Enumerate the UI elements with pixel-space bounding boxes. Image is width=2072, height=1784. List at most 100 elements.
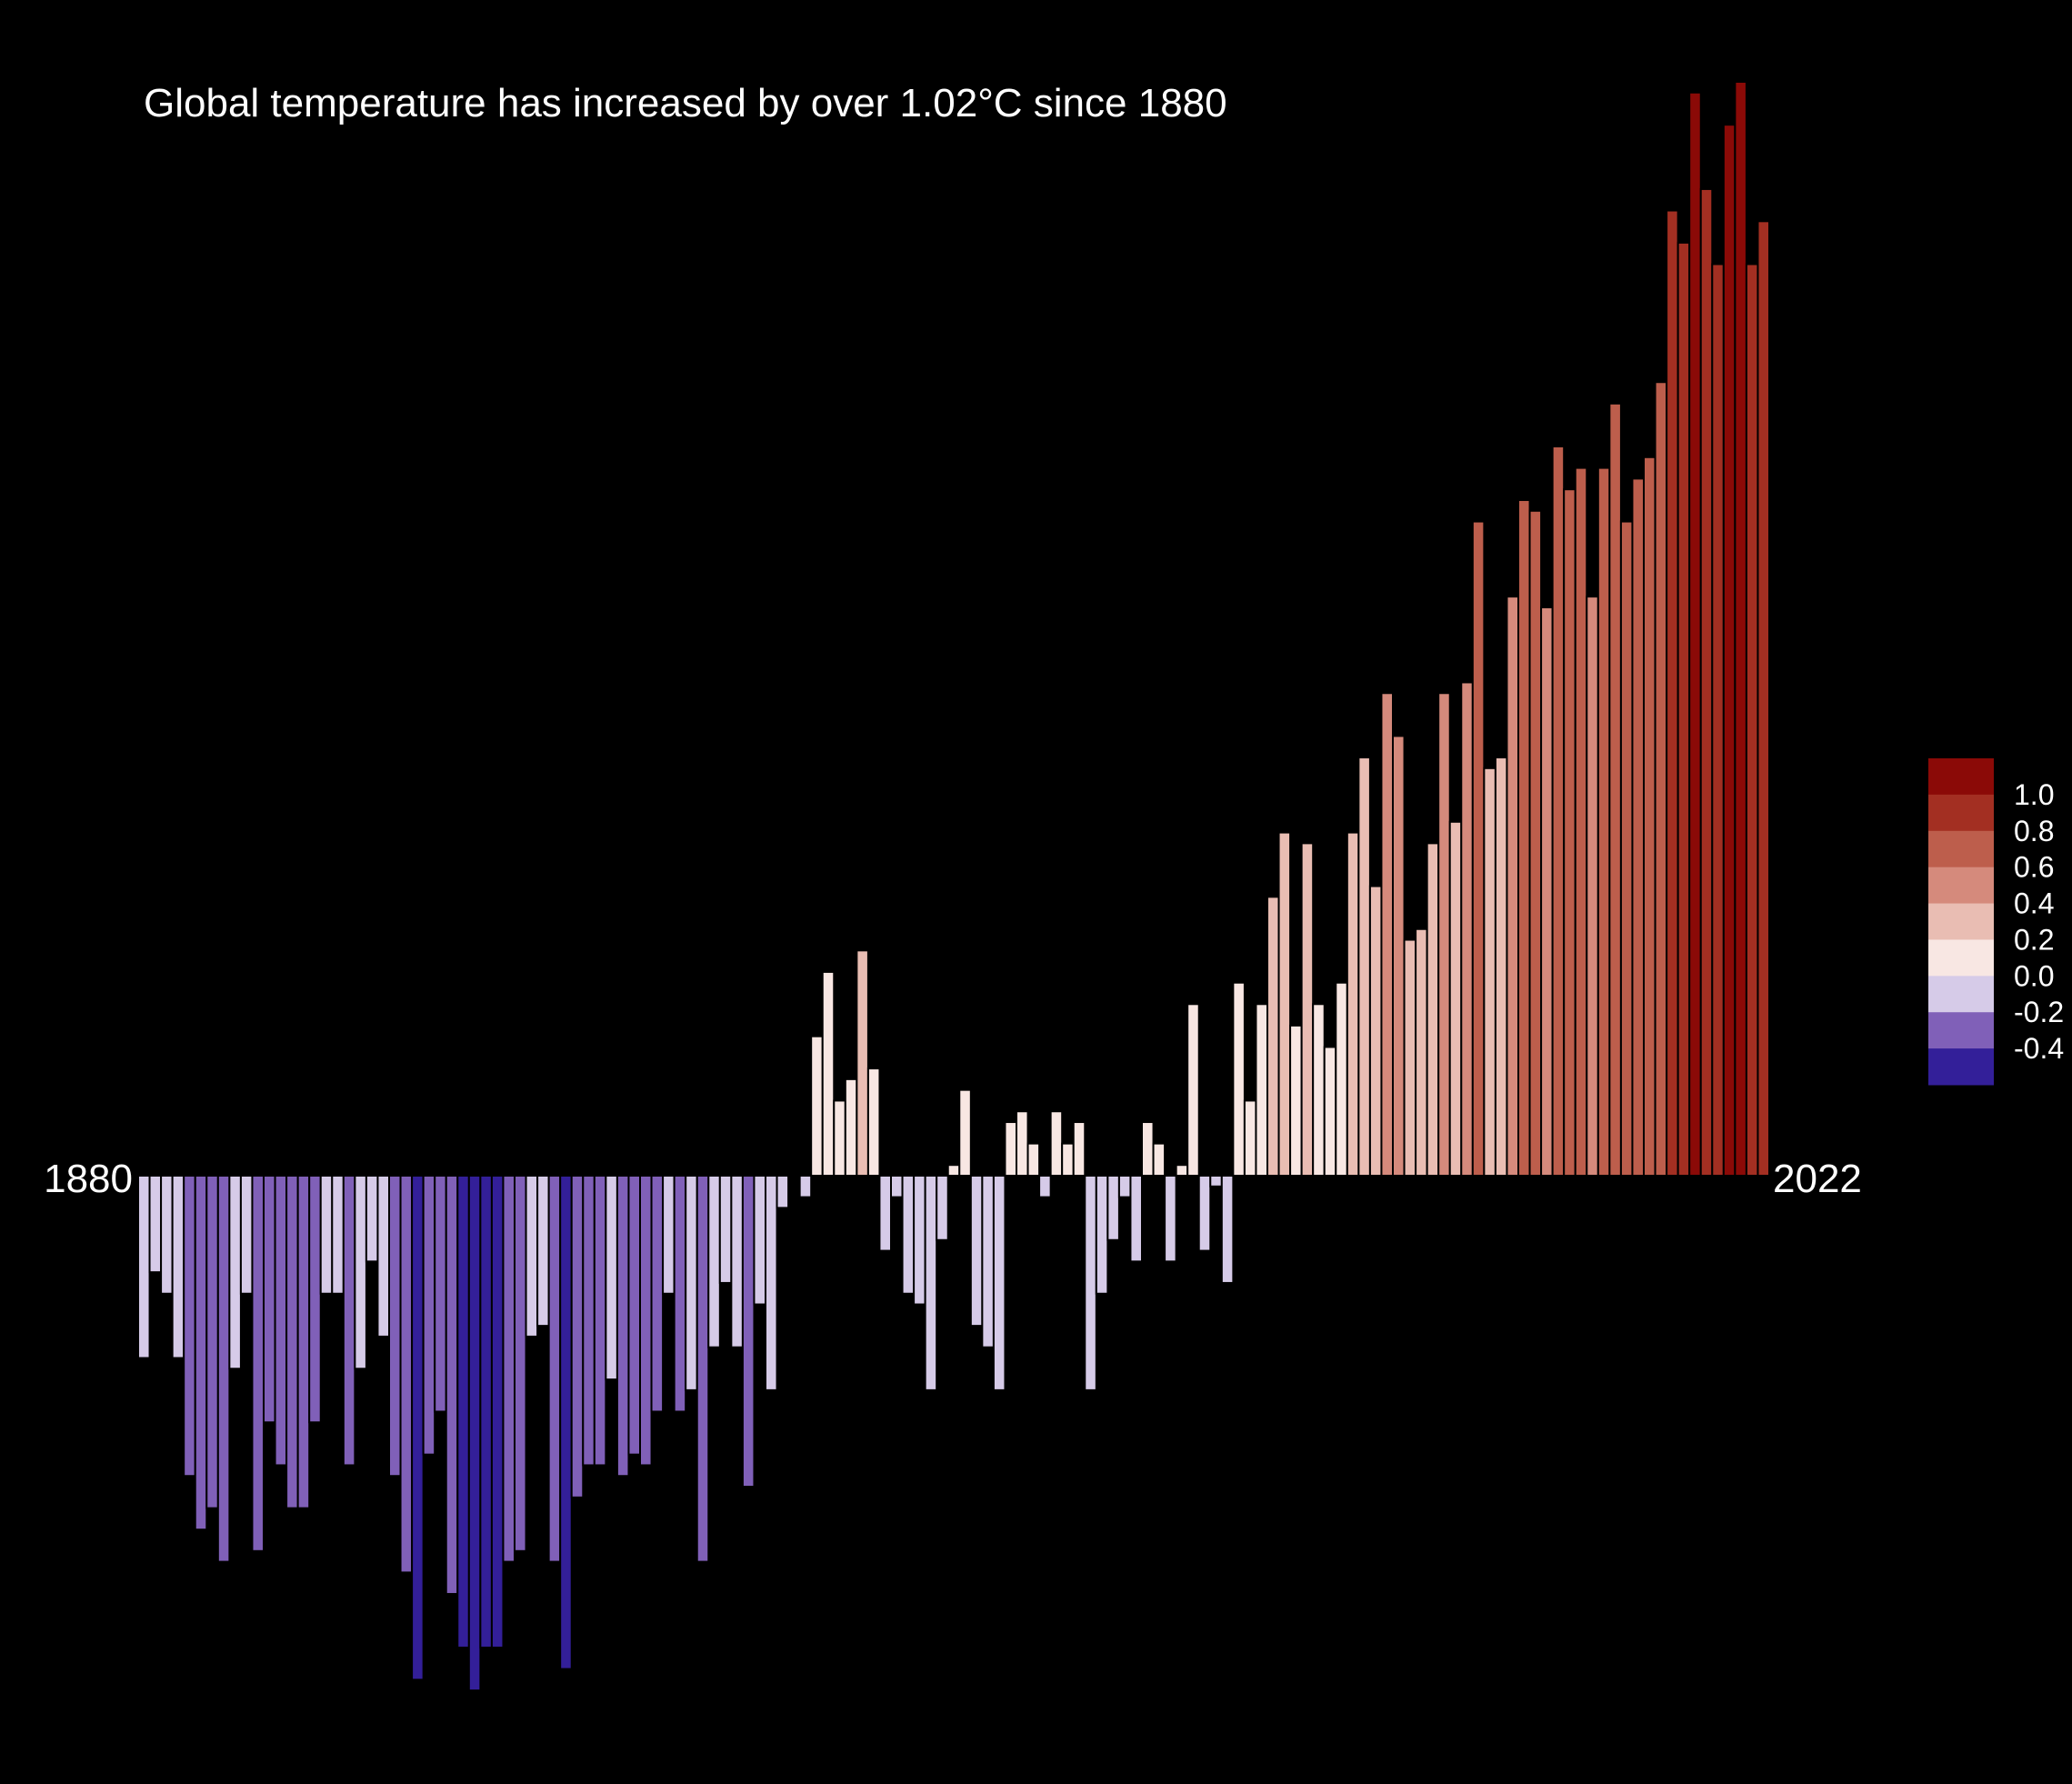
- bar-2014: [1666, 209, 1679, 1177]
- bar-1913: [514, 1175, 527, 1552]
- x-end-label: 2022: [1773, 1157, 1862, 1201]
- bar-1962: [1072, 1121, 1086, 1178]
- bar-1902: [388, 1175, 402, 1478]
- bar-1900: [365, 1175, 379, 1263]
- bar-2019: [1722, 124, 1737, 1177]
- bar-1888: [228, 1175, 242, 1370]
- bar-2022: [1757, 220, 1770, 1178]
- bar-2015: [1677, 241, 1691, 1177]
- bar-2012: [1643, 456, 1657, 1178]
- bar-2007: [1586, 596, 1599, 1177]
- bar-1959: [1038, 1175, 1052, 1198]
- bar-1960: [1049, 1110, 1064, 1177]
- bar-1961: [1061, 1142, 1075, 1177]
- bar-1897: [331, 1175, 345, 1295]
- colorbar-swatch: [1928, 867, 1994, 905]
- bar-1908: [456, 1175, 470, 1649]
- bar-1922: [616, 1175, 630, 1478]
- bar-1938: [798, 1175, 813, 1198]
- bar-1987: [1357, 757, 1371, 1178]
- bar-1926: [662, 1175, 676, 1295]
- bar-1916: [547, 1175, 562, 1563]
- colorbar-legend: 1.0 0.8 0.60.40.20.0 -0.2 -0.4: [1928, 758, 2064, 1086]
- bar-1994: [1437, 692, 1451, 1177]
- bar-1943: [856, 949, 869, 1177]
- bar-2002: [1528, 509, 1543, 1177]
- bar-1935: [765, 1175, 778, 1391]
- bar-1918: [570, 1175, 585, 1498]
- bar-1933: [741, 1175, 756, 1488]
- bar-1901: [376, 1175, 391, 1338]
- bar-1923: [627, 1175, 642, 1456]
- bar-1953: [969, 1175, 984, 1328]
- colorbar-swatch: [1928, 976, 1994, 1013]
- bar-1904: [411, 1175, 425, 1681]
- bar-1996: [1460, 681, 1474, 1177]
- bar-1931: [718, 1175, 733, 1284]
- bar-2010: [1619, 520, 1634, 1177]
- bar-1966: [1117, 1175, 1132, 1198]
- bar-1971: [1175, 1164, 1189, 1177]
- bar-2003: [1540, 606, 1554, 1177]
- bar-1958: [1026, 1142, 1041, 1177]
- bar-1977: [1243, 1099, 1257, 1177]
- colorbar-tick-label: 0.0: [2014, 959, 2054, 992]
- bar-1986: [1346, 831, 1360, 1178]
- bar-1880: [137, 1175, 151, 1359]
- colorbar-tick-label: 0.8: [2014, 815, 2054, 847]
- bar-1997: [1471, 520, 1486, 1177]
- bar-1932: [730, 1175, 744, 1348]
- bar-1934: [753, 1175, 767, 1306]
- bar-1946: [890, 1175, 904, 1198]
- bar-1952: [958, 1088, 972, 1178]
- bar-1988: [1368, 885, 1383, 1177]
- bar-1920: [593, 1175, 607, 1467]
- bar-1929: [696, 1175, 710, 1563]
- bar-1968: [1141, 1121, 1155, 1178]
- bar-2001: [1517, 498, 1531, 1177]
- bar-1896: [319, 1175, 334, 1295]
- bar-1927: [673, 1175, 687, 1413]
- bar-1914: [525, 1175, 539, 1338]
- bar-1965: [1106, 1175, 1120, 1241]
- bar-1882: [160, 1175, 174, 1295]
- bar-1883: [171, 1175, 185, 1359]
- bar-1890: [251, 1175, 265, 1552]
- bar-1919: [582, 1175, 596, 1467]
- bar-1893: [285, 1175, 299, 1509]
- bar-1941: [833, 1099, 846, 1177]
- colorbar-swatch: [1928, 939, 1994, 977]
- bar-1948: [913, 1175, 926, 1306]
- bar-1967: [1129, 1175, 1143, 1263]
- bar-2016: [1688, 91, 1702, 1177]
- bar-2013: [1654, 381, 1668, 1177]
- bar-1891: [263, 1175, 276, 1424]
- bar-1957: [1016, 1110, 1029, 1177]
- bar-1985: [1335, 981, 1348, 1177]
- colorbar-tick-label: 0.4: [2014, 887, 2054, 920]
- bar-1979: [1266, 896, 1280, 1177]
- bar-2006: [1574, 466, 1588, 1177]
- bar-1905: [422, 1175, 436, 1456]
- bar-2004: [1551, 446, 1566, 1177]
- bar-1947: [901, 1175, 916, 1295]
- bar-1910: [479, 1175, 493, 1649]
- bar-1925: [650, 1175, 665, 1413]
- bar-1906: [434, 1175, 447, 1413]
- bar-1964: [1095, 1175, 1109, 1295]
- bar-1892: [274, 1175, 288, 1467]
- bar-1944: [866, 1067, 881, 1178]
- bar-1884: [183, 1175, 196, 1478]
- bar-1894: [296, 1175, 311, 1509]
- bar-1951: [946, 1164, 961, 1177]
- bar-2011: [1631, 477, 1645, 1177]
- bar-1939: [810, 1035, 824, 1178]
- bar-1940: [821, 970, 836, 1178]
- bar-2000: [1506, 596, 1519, 1177]
- bar-1973: [1197, 1175, 1212, 1252]
- bar-1989: [1380, 692, 1394, 1177]
- bar-1993: [1426, 842, 1440, 1177]
- bar-1887: [216, 1175, 231, 1563]
- bar-1915: [536, 1175, 550, 1328]
